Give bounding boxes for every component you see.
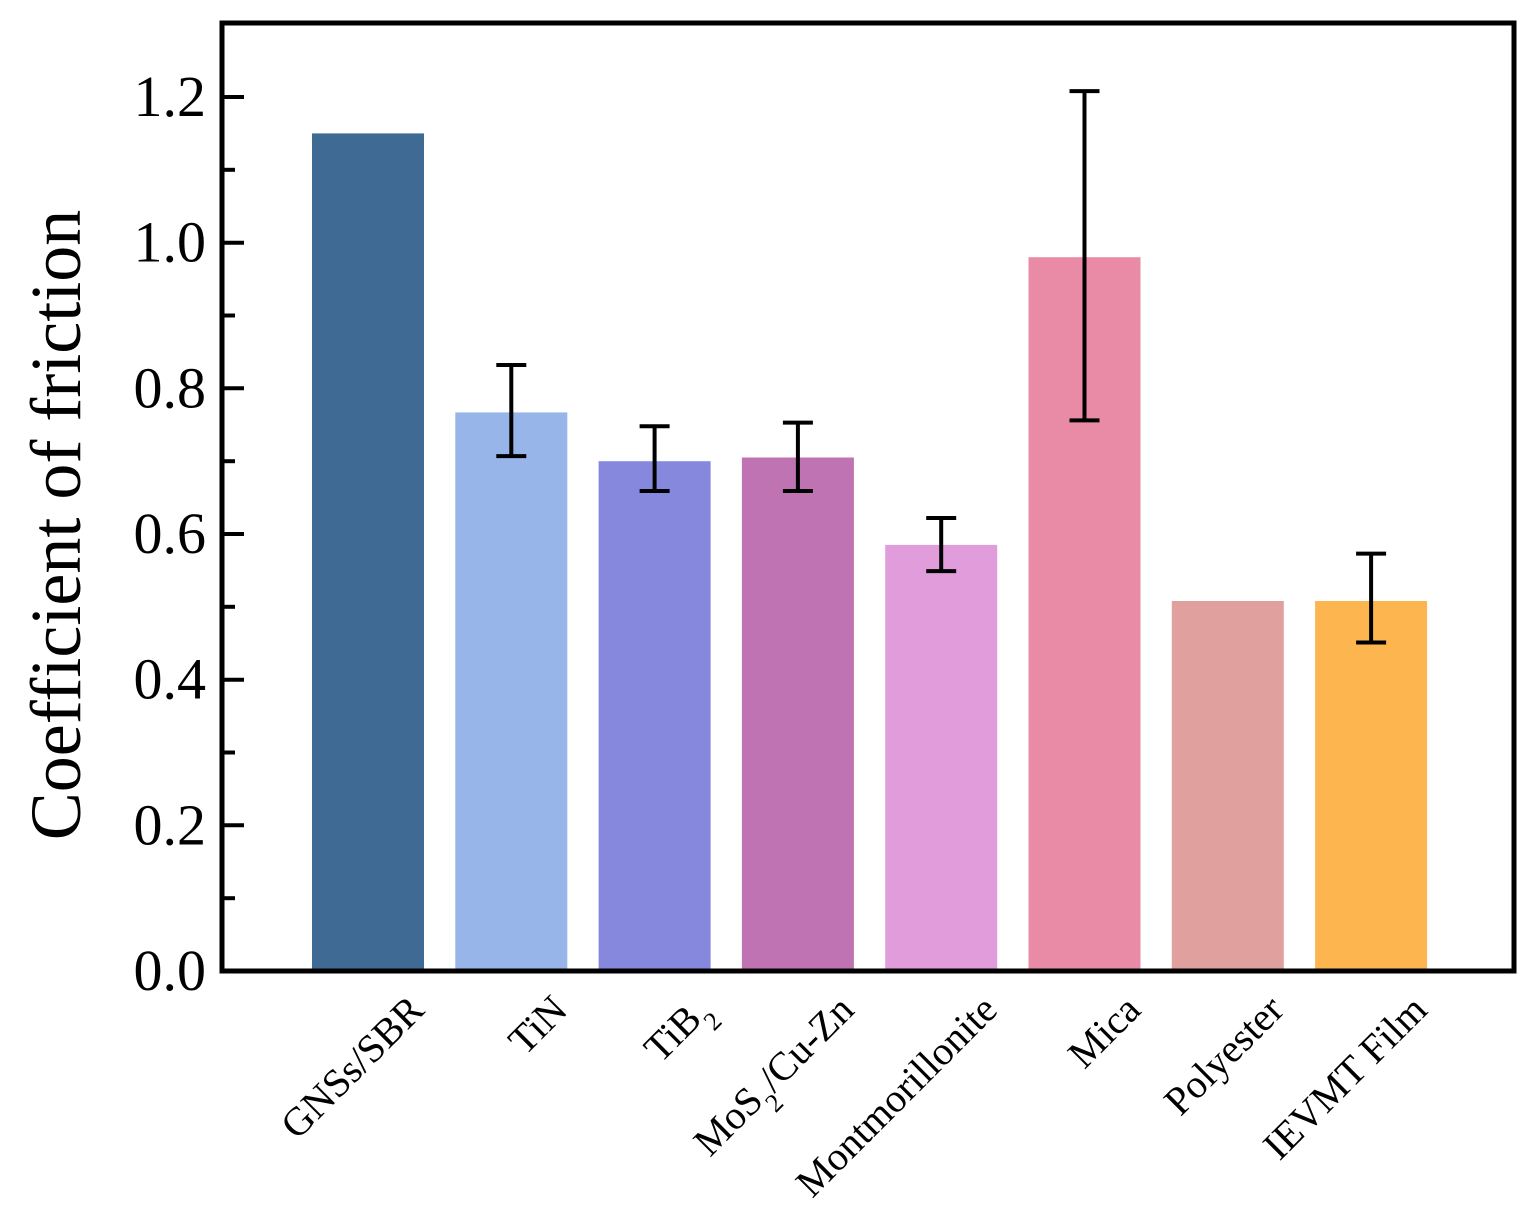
error-bar-4 xyxy=(926,515,957,574)
y-tick-label: 1.2 xyxy=(134,64,207,129)
error-bar-2 xyxy=(639,424,670,494)
y-ticks-layer: 0.0 0.2 0.4 0.6 0.8 1.0 1.2 xyxy=(134,64,244,1003)
bar-3 xyxy=(741,457,854,971)
bar-0 xyxy=(312,133,424,971)
error-bar-7 xyxy=(1356,551,1387,645)
y-tick-label: 0.2 xyxy=(134,792,207,857)
error-bar-3 xyxy=(782,420,813,494)
plot-frame xyxy=(219,20,1517,974)
y-tick-label: 0.8 xyxy=(134,355,207,420)
y-axis-title: Coefficient of friction xyxy=(16,210,96,840)
category-label-1: TiN xyxy=(499,987,575,1063)
bar-4 xyxy=(885,544,998,971)
bar-1 xyxy=(455,412,568,971)
y-tick-label: 0.0 xyxy=(134,938,207,1003)
bar-2 xyxy=(598,461,711,971)
category-label-0: GNSs/SBR xyxy=(272,986,433,1147)
y-tick-label: 0.4 xyxy=(134,647,207,712)
category-label-2: TiB2 xyxy=(635,987,727,1079)
category-labels-layer: GNSs/SBR TiN TiB2MoS2/Cu-ZnMontmorillonite… xyxy=(272,986,1436,1205)
y-tick-label: 1.0 xyxy=(134,210,207,275)
y-tick-label: 0.6 xyxy=(134,501,207,566)
bars-layer xyxy=(312,133,1428,971)
bar-6 xyxy=(1171,601,1284,971)
category-label-5: Mica xyxy=(1059,986,1149,1076)
category-label-6: Polyester xyxy=(1155,987,1292,1124)
error-bars-layer xyxy=(496,89,1387,645)
error-bar-5 xyxy=(1069,89,1100,423)
error-bar-1 xyxy=(496,363,527,459)
bar-7 xyxy=(1315,601,1428,971)
